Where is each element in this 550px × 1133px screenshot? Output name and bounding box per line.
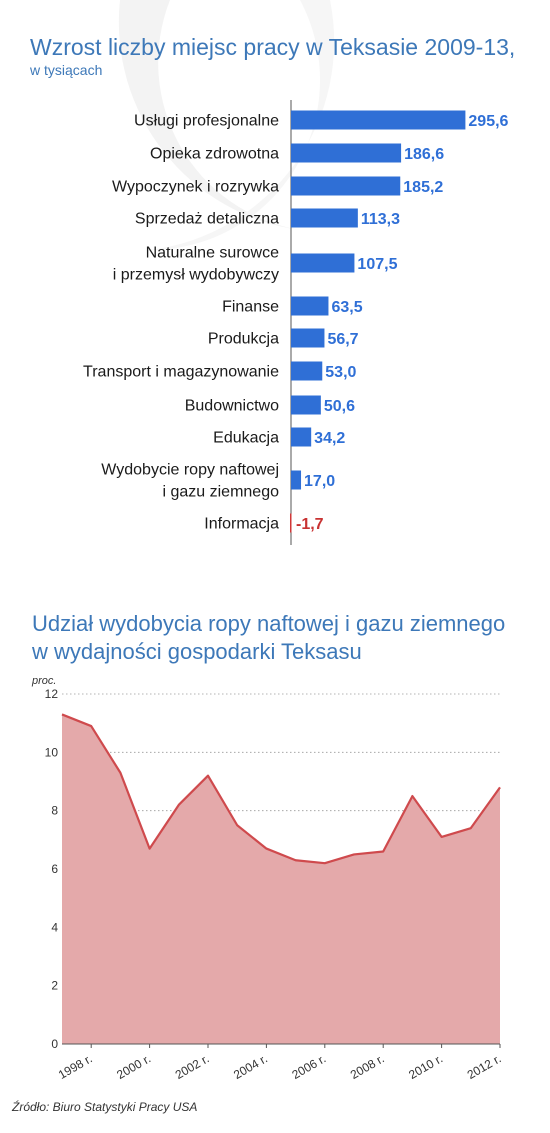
- category-label: Wydobycie ropy naftowej: [101, 462, 279, 479]
- category-label: Edukacja: [213, 430, 279, 447]
- line-chart-title-line2: w wydajności gospodarki Teksasu: [32, 639, 362, 664]
- x-tick-label: 2012 r.: [465, 1051, 504, 1081]
- bar-value-label: 63,5: [331, 299, 362, 316]
- x-tick-label: 1998 r.: [56, 1051, 95, 1081]
- category-label: Informacja: [204, 516, 279, 533]
- y-tick-label: 12: [45, 687, 59, 701]
- bar-chart-title: Wzrost liczby miejsc pracy w Teksasie 20…: [30, 34, 516, 60]
- bar-value-label: 295,6: [468, 113, 508, 130]
- bar-value-label: 34,2: [314, 430, 345, 447]
- line-chart-title-line1: Udział wydobycia ropy naftowej i gazu zi…: [32, 611, 506, 636]
- bar: [291, 110, 466, 130]
- y-tick-label: 8: [51, 804, 58, 818]
- bar-value-label: 17,0: [304, 473, 335, 490]
- category-label: Naturalne surowce: [146, 245, 280, 262]
- bar: [291, 427, 312, 447]
- area-line: [61, 713, 501, 865]
- bar-value-label: -1,7: [296, 516, 324, 533]
- category-label: i gazu ziemnego: [162, 484, 279, 501]
- bar: [291, 328, 325, 348]
- bar-value-label: 50,6: [324, 398, 355, 415]
- x-tick-label: 2000 r.: [114, 1051, 153, 1081]
- category-label: i przemysł wydobywczy: [113, 267, 279, 284]
- bar-value-label: 186,6: [404, 146, 444, 163]
- bar: [291, 361, 323, 381]
- category-label: Finanse: [222, 299, 279, 316]
- bar: [291, 395, 321, 415]
- area-fill: [62, 714, 500, 1044]
- bar-chart-subtitle: w tysiącach: [30, 62, 103, 78]
- line-chart-title: Udział wydobycia ropy naftowej i gazu zi…: [32, 610, 505, 666]
- category-label: Produkcja: [208, 331, 279, 348]
- bar: [291, 143, 402, 163]
- category-label: Transport i magazynowanie: [83, 364, 279, 381]
- source-note: Źródło: Biuro Statystyki Pracy USA: [12, 1100, 198, 1114]
- category-label: Wypoczynek i rozrywka: [112, 179, 279, 196]
- bar-value-label: 113,3: [361, 211, 400, 228]
- bar: [291, 176, 401, 196]
- y-axis-label: proc.: [31, 675, 56, 687]
- bar: [291, 253, 355, 273]
- y-tick-label: 2: [51, 979, 58, 993]
- bar: [291, 208, 358, 228]
- bar-value-label: 107,5: [357, 256, 397, 273]
- category-label: Opieka zdrowotna: [150, 146, 279, 163]
- bar: [291, 296, 329, 316]
- bar-value-label: 53,0: [325, 364, 356, 381]
- bar-chart: 295,6 Usługi profesjonalne 186,6 Opieka zdr…: [83, 100, 509, 545]
- x-tick-label: 2010 r.: [406, 1051, 445, 1081]
- y-tick-label: 6: [51, 862, 58, 876]
- bar: [291, 470, 302, 490]
- x-tick-label: 2008 r.: [348, 1051, 387, 1081]
- category-label: Sprzedaż detaliczna: [135, 211, 279, 228]
- y-tick-label: 10: [45, 745, 59, 759]
- x-tick-label: 2002 r.: [173, 1051, 212, 1081]
- bar-value-label: 56,7: [327, 331, 358, 348]
- category-label: Budownictwo: [185, 398, 279, 415]
- bar: [289, 513, 292, 533]
- y-tick-label: 4: [51, 920, 58, 934]
- x-tick-label: 2004 r.: [231, 1051, 270, 1081]
- bar-value-label: 185,2: [403, 179, 443, 196]
- x-tick-label: 2006 r.: [290, 1051, 329, 1081]
- category-label: Usługi profesjonalne: [134, 113, 279, 130]
- y-tick-label: 0: [51, 1037, 58, 1051]
